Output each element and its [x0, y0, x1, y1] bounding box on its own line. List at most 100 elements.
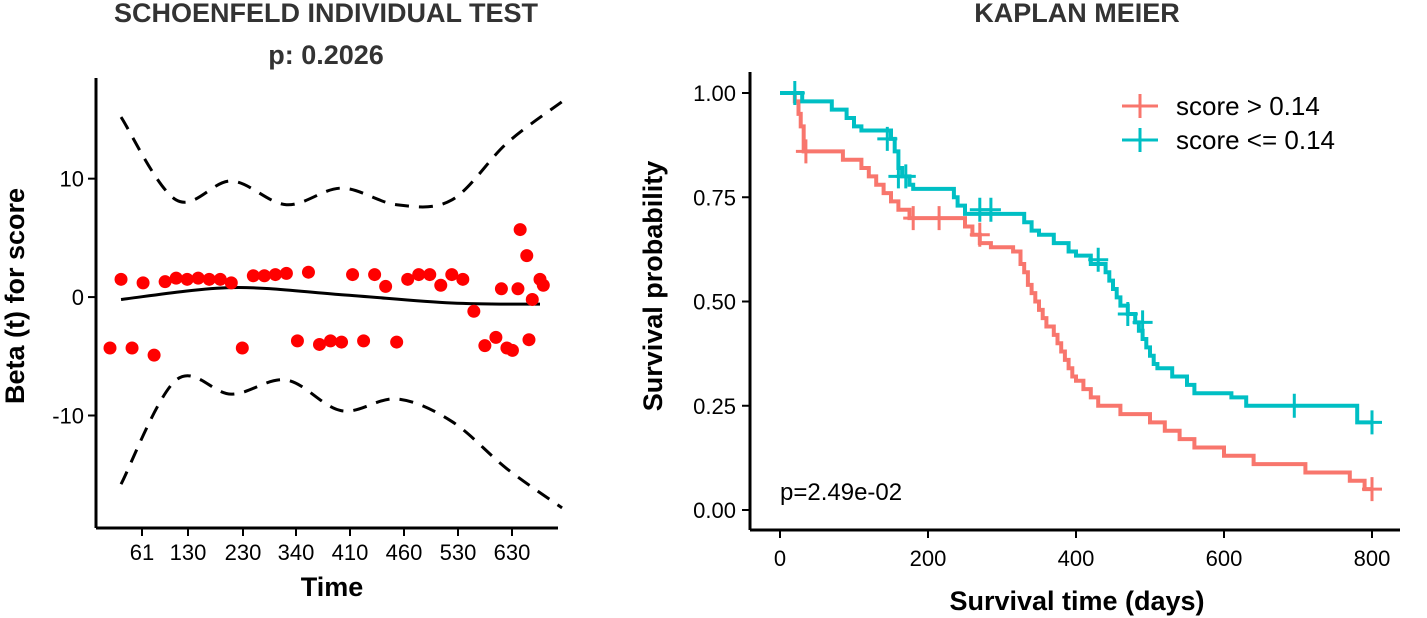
schoenfeld-x-ticks: 61 130 230 340 410 460 530 630 — [130, 528, 531, 565]
censor-mark — [1117, 302, 1138, 327]
km-x-ticks: 0 200 400 600 800 — [774, 530, 1390, 571]
schoenfeld-y-axis-title: Beta (t) for score — [0, 188, 30, 404]
km-y-ticks: 0.00 0.25 0.50 0.75 1.00 — [693, 81, 750, 523]
km-legend: score > 0.14 score <= 0.14 — [1122, 91, 1335, 155]
residual-point — [445, 268, 459, 282]
km-title: KAPLAN MEIER — [974, 0, 1180, 28]
legend-label: score > 0.14 — [1176, 91, 1320, 121]
residual-point — [114, 272, 128, 286]
residual-point — [158, 275, 172, 289]
km-curve-high-score — [780, 91, 1372, 492]
censor-mark — [895, 164, 916, 189]
residual-point — [180, 272, 194, 286]
y-tick-label: -10 — [52, 404, 84, 429]
residual-point — [169, 271, 183, 285]
lower-confidence-band — [119, 374, 563, 510]
residual-point — [357, 334, 371, 348]
residual-point — [456, 272, 470, 286]
residual-point — [125, 341, 139, 355]
legend-key — [1122, 128, 1158, 152]
schoenfeld-y-ticks: 10 0 -10 — [52, 167, 96, 429]
residual-point — [390, 335, 404, 349]
censor-mark — [784, 81, 805, 105]
residual-point — [290, 334, 304, 348]
censor-mark — [795, 139, 816, 164]
censor-mark — [903, 206, 924, 231]
residual-point — [423, 268, 437, 282]
km-curve-low-score — [780, 91, 1372, 425]
x-tick-label: 800 — [1354, 546, 1391, 571]
residual-point — [224, 276, 238, 290]
residual-point — [536, 278, 550, 292]
residual-point — [511, 282, 525, 296]
censor-mark — [929, 206, 950, 231]
km-y-axis-title: Survival probability — [638, 161, 668, 412]
km-p-value: p=2.49e-02 — [780, 479, 902, 506]
residual-point — [513, 223, 527, 237]
residual-point — [379, 279, 393, 293]
residual-point — [191, 271, 205, 285]
residual-point — [268, 268, 282, 282]
schoenfeld-x-axis-title: Time — [301, 572, 364, 602]
residual-point — [147, 348, 161, 362]
legend-key — [1122, 94, 1158, 118]
schoenfeld-plot-area — [103, 100, 563, 510]
km-x-axis-title: Survival time (days) — [949, 586, 1204, 616]
x-tick-label: 530 — [440, 540, 477, 565]
y-tick-label: 0.00 — [693, 498, 736, 523]
x-tick-label: 230 — [225, 540, 262, 565]
residual-point — [520, 249, 534, 263]
residual-point — [467, 304, 481, 318]
residual-point — [505, 343, 519, 357]
censor-mark — [1132, 310, 1153, 335]
residual-point — [434, 278, 448, 292]
x-tick-label: 460 — [386, 540, 423, 565]
residual-point — [301, 265, 315, 279]
residual-point — [257, 269, 271, 283]
y-tick-label: 10 — [60, 167, 84, 192]
kaplan-meier-panel: KAPLAN MEIER 0.00 0.25 0.50 0.75 1.00 0 200 40… — [638, 0, 1400, 616]
censor-mark — [1362, 477, 1382, 502]
legend-label: score <= 0.14 — [1176, 125, 1335, 155]
residual-point — [279, 266, 293, 280]
y-tick-label: 0.50 — [693, 290, 736, 315]
x-tick-label: 200 — [910, 546, 947, 571]
residual-point — [368, 268, 382, 282]
residual-point — [235, 341, 249, 355]
censor-mark — [969, 222, 990, 247]
residual-point — [136, 276, 150, 290]
residual-point — [213, 272, 227, 286]
residual-point — [103, 341, 117, 355]
residual-point — [335, 335, 349, 349]
residual-point — [401, 272, 415, 286]
x-tick-label: 400 — [1058, 546, 1095, 571]
y-tick-label: 0.75 — [693, 185, 736, 210]
residual-point — [324, 334, 338, 348]
y-tick-label: 0 — [72, 285, 84, 310]
x-tick-label: 410 — [332, 540, 369, 565]
residual-point — [525, 292, 539, 306]
x-tick-label: 630 — [494, 540, 531, 565]
beta-fit-line — [120, 286, 541, 306]
censor-mark — [1362, 410, 1382, 435]
residual-point — [202, 272, 216, 286]
residual-point — [522, 333, 536, 347]
censor-mark — [980, 197, 1001, 222]
residual-point — [478, 339, 492, 353]
x-tick-label: 600 — [1206, 546, 1243, 571]
x-tick-label: 61 — [130, 540, 154, 565]
censor-mark — [1088, 247, 1109, 272]
residual-point — [346, 268, 360, 282]
schoenfeld-subtitle: p: 0.2026 — [268, 40, 384, 70]
km-plot-area — [780, 81, 1382, 502]
residual-point — [246, 269, 260, 283]
censor-mark — [1284, 393, 1305, 418]
x-tick-label: 340 — [278, 540, 315, 565]
upper-confidence-band — [119, 100, 563, 209]
residual-point — [489, 330, 503, 344]
censor-mark — [877, 126, 898, 151]
schoenfeld-panel: SCHOENFELD INDIVIDUAL TEST p: 0.2026 10 0… — [0, 0, 563, 602]
residual-point — [312, 337, 326, 351]
residual-point — [494, 282, 508, 296]
